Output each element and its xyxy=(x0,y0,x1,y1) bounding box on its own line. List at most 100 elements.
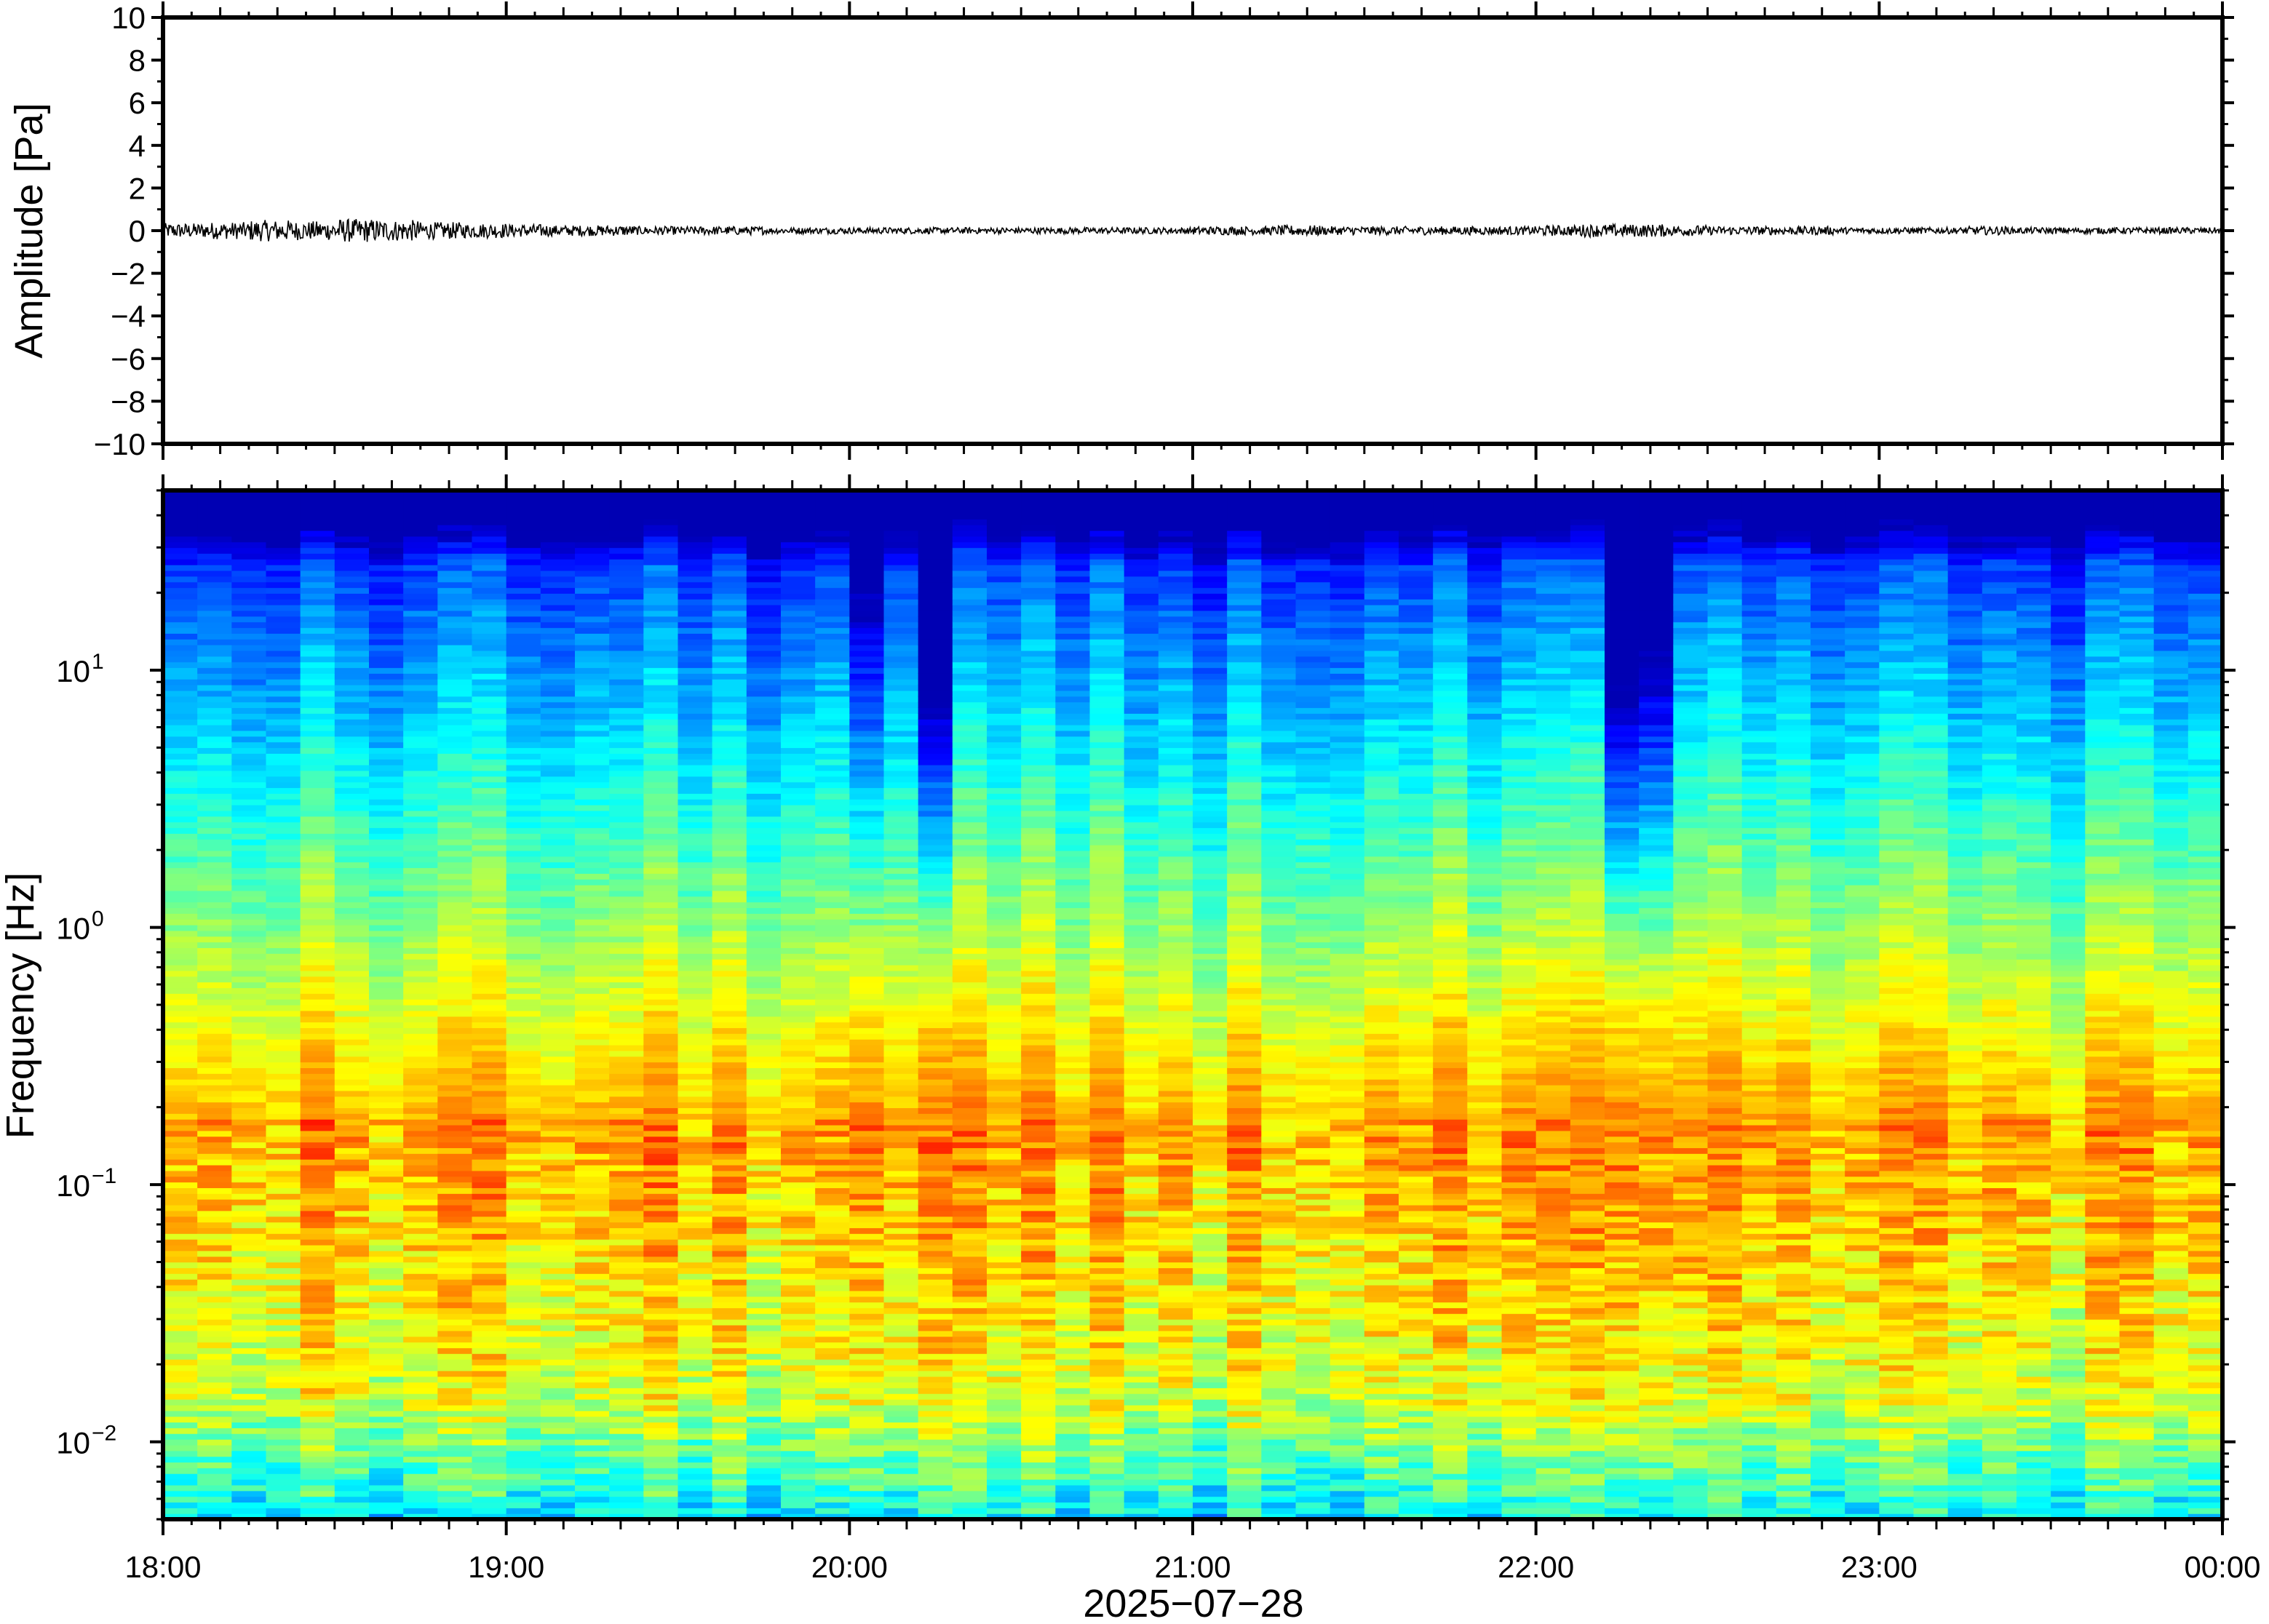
spectrogram-cell xyxy=(781,667,816,674)
spectrogram-cell xyxy=(883,873,919,880)
spectrogram-cell xyxy=(849,1290,885,1297)
spectrogram-cell xyxy=(334,553,370,560)
spectrogram-cell xyxy=(815,1199,850,1206)
spectrogram-cell xyxy=(403,1176,438,1183)
spectrogram-cell xyxy=(437,587,473,594)
spectrogram-cell xyxy=(163,1388,198,1394)
spectrogram-cell xyxy=(472,1182,507,1188)
spectrogram-cell xyxy=(197,1473,232,1480)
spectrogram-cell xyxy=(369,713,404,720)
spectrogram-cell xyxy=(1055,1307,1091,1314)
spectrogram-cell xyxy=(300,519,335,525)
spectrogram-cell xyxy=(266,1348,301,1354)
spectrogram-cell xyxy=(231,1090,267,1097)
spectrogram-cell xyxy=(575,525,610,531)
spectrogram-cell xyxy=(643,1159,679,1166)
spectrogram-cell xyxy=(334,1330,370,1337)
spectrogram-cell xyxy=(815,890,850,897)
spectrogram-cell xyxy=(677,810,713,817)
spectrogram-cell xyxy=(883,559,919,565)
spectrogram-cell xyxy=(1021,1336,1056,1343)
spectrogram-cell xyxy=(677,907,713,914)
spectrogram-cell xyxy=(472,553,507,560)
spectrogram-cell xyxy=(300,1330,335,1337)
spectrogram-cell xyxy=(540,925,576,931)
spectrogram-cell xyxy=(197,1302,232,1308)
spectrogram-cell xyxy=(952,1193,988,1200)
spectrogram-cell xyxy=(746,1170,782,1177)
spectrogram-cell xyxy=(266,1027,301,1034)
spectrogram-cell xyxy=(1055,1050,1091,1057)
spectrogram-cell xyxy=(300,1508,335,1514)
spectrogram-cell xyxy=(918,696,953,703)
spectrogram-cell xyxy=(575,1239,610,1246)
spectrogram-cell xyxy=(987,713,1022,720)
spectrogram-cell xyxy=(197,1216,232,1223)
spectrogram-cell xyxy=(369,1147,404,1154)
spectrogram-cell xyxy=(437,879,473,885)
spectrogram-cell xyxy=(163,1502,198,1508)
spectrogram-cell xyxy=(403,1393,438,1400)
spectrogram-cell xyxy=(883,685,919,691)
spectrogram-cell xyxy=(677,1227,713,1234)
spectrogram-cell xyxy=(952,1250,988,1257)
spectrogram-cell xyxy=(815,696,850,703)
spectrogram-cell xyxy=(677,1067,713,1074)
spectrogram-cell xyxy=(437,1199,473,1206)
spectrogram-cell xyxy=(677,1444,713,1452)
spectrogram-cell xyxy=(231,827,267,834)
spectrogram-cell xyxy=(334,816,370,823)
spectrogram-cell xyxy=(300,661,335,669)
spectrogram-cell xyxy=(197,827,232,834)
spectrogram-cell xyxy=(918,1324,953,1332)
spectrogram-cell xyxy=(883,1468,919,1474)
spectrogram-cell xyxy=(746,1147,782,1154)
spectrogram-cell xyxy=(197,1067,232,1074)
spectrogram-cell xyxy=(849,661,885,669)
spectrogram-cell xyxy=(883,725,919,731)
spectrogram-cell xyxy=(677,1450,713,1457)
spectrogram-cell xyxy=(781,993,816,1000)
spectrogram-cell xyxy=(609,1393,644,1400)
spectrogram-cell xyxy=(1021,587,1056,594)
spectrogram-cell xyxy=(540,816,576,823)
spectrogram-cell xyxy=(231,1222,267,1228)
spectrogram-cell xyxy=(883,993,919,1000)
spectrogram-cell xyxy=(952,495,988,503)
spectrogram-cell xyxy=(575,953,610,960)
spectrogram-cell xyxy=(712,1084,747,1091)
spectrogram-cell xyxy=(849,1193,885,1200)
spectrogram-cell xyxy=(334,913,370,920)
spectrogram-cell xyxy=(437,821,473,829)
spectrogram-cell xyxy=(231,1364,267,1372)
spectrogram-cell xyxy=(883,947,919,954)
spectrogram-cell xyxy=(403,1473,438,1480)
spectrogram-cell xyxy=(300,685,335,691)
spectrogram-cell xyxy=(643,1210,679,1217)
spectrogram-cell xyxy=(163,1290,198,1297)
spectrogram-cell xyxy=(472,1239,507,1246)
spectrogram-cell xyxy=(506,1284,541,1291)
spectrogram-cell xyxy=(197,1199,232,1206)
spectrogram-cell xyxy=(918,1296,953,1303)
spectrogram-cell xyxy=(677,1364,713,1372)
spectrogram-cell xyxy=(849,536,885,543)
spectrogram-cell xyxy=(472,1113,507,1120)
spectrogram-cell xyxy=(540,781,576,789)
spectrogram-cell xyxy=(231,1227,267,1234)
spectrogram-cell xyxy=(506,765,541,771)
spectrogram-cell xyxy=(952,690,988,697)
spectrogram-cell xyxy=(918,1084,953,1091)
spectrogram-cell xyxy=(540,605,576,611)
spectrogram-cell xyxy=(163,936,198,943)
spectrogram-cell xyxy=(712,873,747,880)
spectrogram-cell xyxy=(334,942,370,949)
spectrogram-cell xyxy=(1021,1142,1056,1148)
spectrogram-cell xyxy=(918,787,953,794)
spectrogram-cell xyxy=(883,1330,919,1337)
spectrogram-cell xyxy=(677,1107,713,1114)
spectrogram-cell xyxy=(712,765,747,771)
spectrogram-cell xyxy=(952,816,988,823)
spectrogram-cell xyxy=(952,1262,988,1268)
spectrogram-cell xyxy=(163,536,198,543)
